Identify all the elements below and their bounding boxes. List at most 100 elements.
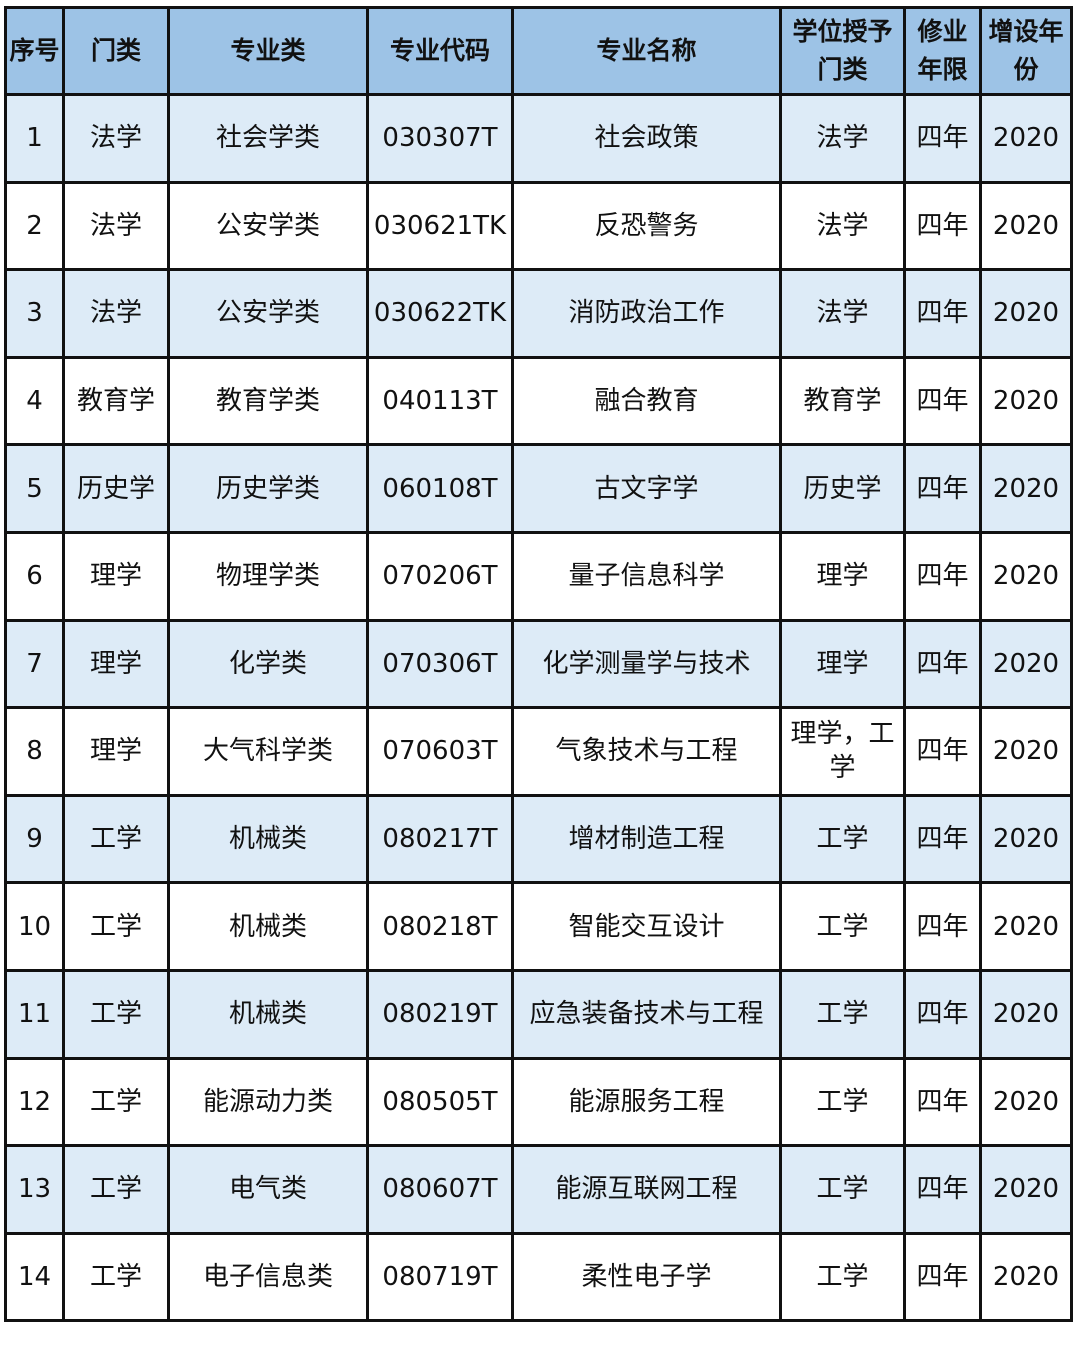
cell-major-code: 030621TK <box>366 180 514 272</box>
table-row: 5 历史学 历史学类 060108T 古文字学 历史学 四年 2020 <box>4 443 1073 534</box>
cell-subject-class: 电子信息类 <box>167 1231 369 1323</box>
cell-degree-category: 工学 <box>779 968 906 1060</box>
cell-year-added: 2020 <box>979 793 1073 885</box>
cell-major-code: 060108T <box>366 443 514 534</box>
cell-duration: 四年 <box>903 530 982 622</box>
cell-index: 2 <box>4 180 65 272</box>
table-row: 9 工学 机械类 080217T 增材制造工程 工学 四年 2020 <box>4 793 1073 885</box>
header-row: 序号 门类 专业类 专业代码 专业名称 学位授予门类 修业年限 增设年份 <box>4 6 1073 96</box>
cell-duration: 四年 <box>903 968 982 1060</box>
cell-category: 工学 <box>62 881 170 972</box>
cell-year-added: 2020 <box>979 1231 1073 1323</box>
cell-degree-category: 工学 <box>779 1056 906 1148</box>
cell-index: 9 <box>4 793 65 885</box>
cell-duration: 四年 <box>903 180 982 272</box>
cell-index: 13 <box>4 1144 65 1235</box>
header-index: 序号 <box>4 6 65 96</box>
cell-index: 12 <box>4 1056 65 1148</box>
cell-year-added: 2020 <box>979 706 1073 797</box>
cell-major-name: 消防政治工作 <box>511 268 782 359</box>
cell-subject-class: 机械类 <box>167 968 369 1060</box>
cell-degree-category: 法学 <box>779 93 906 184</box>
cell-subject-class: 教育学类 <box>167 355 369 447</box>
cell-major-code: 080505T <box>366 1056 514 1148</box>
table-row: 3 法学 公安学类 030622TK 消防政治工作 法学 四年 2020 <box>4 268 1073 359</box>
cell-major-code: 080218T <box>366 881 514 972</box>
cell-year-added: 2020 <box>979 1056 1073 1148</box>
cell-duration: 四年 <box>903 706 982 797</box>
table-row: 13 工学 电气类 080607T 能源互联网工程 工学 四年 2020 <box>4 1144 1073 1235</box>
table-row: 4 教育学 教育学类 040113T 融合教育 教育学 四年 2020 <box>4 355 1073 447</box>
cell-degree-category: 历史学 <box>779 443 906 534</box>
cell-duration: 四年 <box>903 93 982 184</box>
cell-subject-class: 社会学类 <box>167 93 369 184</box>
cell-major-name: 智能交互设计 <box>511 881 782 972</box>
cell-major-name: 能源互联网工程 <box>511 1144 782 1235</box>
cell-category: 工学 <box>62 1231 170 1323</box>
cell-subject-class: 物理学类 <box>167 530 369 622</box>
cell-major-code: 080719T <box>366 1231 514 1323</box>
cell-duration: 四年 <box>903 355 982 447</box>
cell-index: 10 <box>4 881 65 972</box>
cell-duration: 四年 <box>903 443 982 534</box>
cell-subject-class: 大气科学类 <box>167 706 369 797</box>
cell-degree-category: 工学 <box>779 1144 906 1235</box>
cell-duration: 四年 <box>903 881 982 972</box>
cell-year-added: 2020 <box>979 881 1073 972</box>
cell-year-added: 2020 <box>979 530 1073 622</box>
cell-category: 理学 <box>62 530 170 622</box>
cell-subject-class: 公安学类 <box>167 268 369 359</box>
cell-year-added: 2020 <box>979 180 1073 272</box>
header-category: 门类 <box>62 6 170 96</box>
cell-major-code: 080607T <box>366 1144 514 1235</box>
cell-index: 3 <box>4 268 65 359</box>
cell-major-code: 040113T <box>366 355 514 447</box>
cell-degree-category: 教育学 <box>779 355 906 447</box>
cell-major-code: 070603T <box>366 706 514 797</box>
cell-major-name: 融合教育 <box>511 355 782 447</box>
cell-major-name: 柔性电子学 <box>511 1231 782 1323</box>
cell-year-added: 2020 <box>979 268 1073 359</box>
cell-category: 工学 <box>62 1056 170 1148</box>
table-row: 1 法学 社会学类 030307T 社会政策 法学 四年 2020 <box>4 93 1073 184</box>
cell-major-code: 080217T <box>366 793 514 885</box>
cell-major-name: 化学测量学与技术 <box>511 618 782 710</box>
cell-duration: 四年 <box>903 1144 982 1235</box>
cell-subject-class: 公安学类 <box>167 180 369 272</box>
cell-subject-class: 化学类 <box>167 618 369 710</box>
cell-major-name: 量子信息科学 <box>511 530 782 622</box>
cell-category: 理学 <box>62 706 170 797</box>
cell-index: 7 <box>4 618 65 710</box>
table-row: 14 工学 电子信息类 080719T 柔性电子学 工学 四年 2020 <box>4 1231 1073 1323</box>
cell-year-added: 2020 <box>979 968 1073 1060</box>
cell-degree-category: 法学 <box>779 268 906 359</box>
header-year-added: 增设年份 <box>979 6 1073 96</box>
cell-major-name: 气象技术与工程 <box>511 706 782 797</box>
cell-major-name: 能源服务工程 <box>511 1056 782 1148</box>
cell-degree-category: 工学 <box>779 793 906 885</box>
cell-major-code: 030307T <box>366 93 514 184</box>
table-row: 10 工学 机械类 080218T 智能交互设计 工学 四年 2020 <box>4 881 1073 972</box>
header-duration: 修业年限 <box>903 6 982 96</box>
cell-subject-class: 历史学类 <box>167 443 369 534</box>
cell-category: 历史学 <box>62 443 170 534</box>
cell-subject-class: 能源动力类 <box>167 1056 369 1148</box>
table-row: 2 法学 公安学类 030621TK 反恐警务 法学 四年 2020 <box>4 180 1073 272</box>
table-row: 12 工学 能源动力类 080505T 能源服务工程 工学 四年 2020 <box>4 1056 1073 1148</box>
cell-major-name: 应急装备技术与工程 <box>511 968 782 1060</box>
cell-degree-category: 理学 <box>779 618 906 710</box>
cell-index: 11 <box>4 968 65 1060</box>
cell-duration: 四年 <box>903 1231 982 1323</box>
cell-index: 4 <box>4 355 65 447</box>
cell-category: 工学 <box>62 1144 170 1235</box>
cell-duration: 四年 <box>903 793 982 885</box>
cell-major-code: 070306T <box>366 618 514 710</box>
table-row: 7 理学 化学类 070306T 化学测量学与技术 理学 四年 2020 <box>4 618 1073 710</box>
cell-year-added: 2020 <box>979 1144 1073 1235</box>
cell-category: 法学 <box>62 268 170 359</box>
cell-major-name: 社会政策 <box>511 93 782 184</box>
cell-major-name: 增材制造工程 <box>511 793 782 885</box>
cell-category: 工学 <box>62 793 170 885</box>
cell-year-added: 2020 <box>979 618 1073 710</box>
header-major-code: 专业代码 <box>366 6 514 96</box>
